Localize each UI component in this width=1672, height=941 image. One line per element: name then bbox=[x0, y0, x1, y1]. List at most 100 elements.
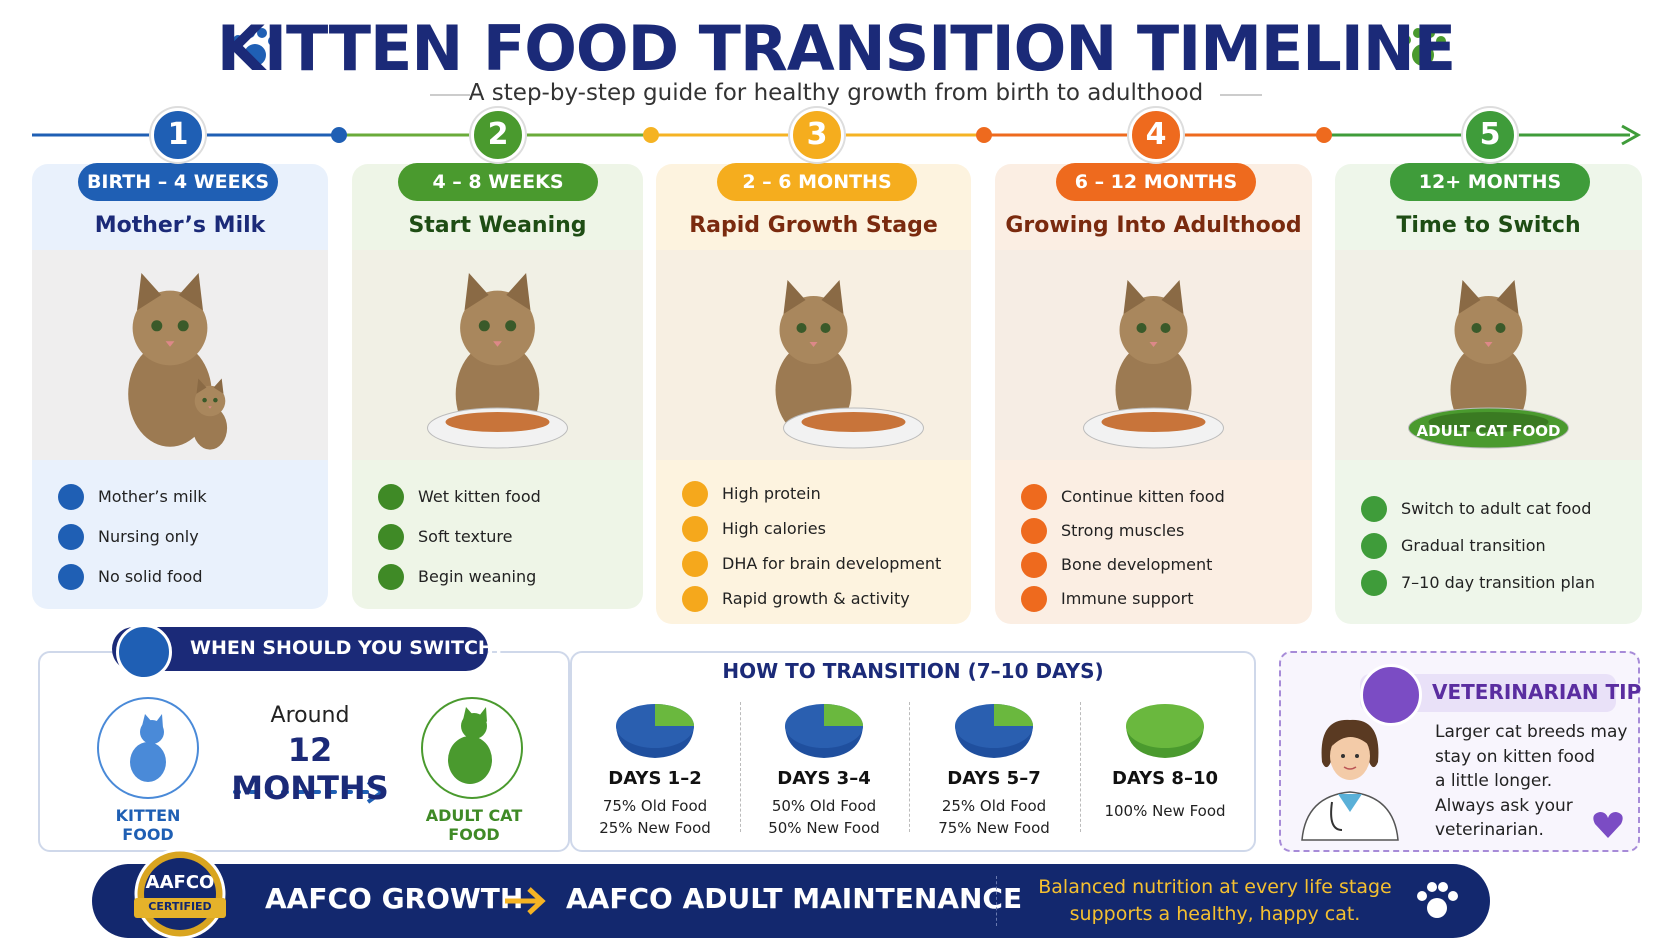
item-text: Gradual transition bbox=[1401, 536, 1546, 555]
item-icon bbox=[1361, 533, 1387, 559]
step-line: 75% New Food bbox=[938, 819, 1050, 837]
footer-divider bbox=[996, 876, 998, 926]
step-divider bbox=[739, 702, 741, 832]
item-text: Rapid growth & activity bbox=[722, 589, 910, 608]
step-line: 100% New Food bbox=[1104, 802, 1226, 820]
stage-photo bbox=[352, 250, 643, 460]
step-divider bbox=[909, 702, 910, 832]
stage-item: Mother’s milk bbox=[58, 484, 207, 510]
stage-item: Bone development bbox=[1021, 552, 1212, 578]
kitten-ears bbox=[1458, 280, 1519, 314]
tip-line: stay on kitten food bbox=[1435, 746, 1596, 767]
title: KITTEN FOOD TRANSITION TIMELINE bbox=[216, 12, 1456, 85]
item-icon bbox=[1021, 586, 1047, 612]
item-text: Switch to adult cat food bbox=[1401, 499, 1592, 518]
badge bbox=[134, 848, 226, 940]
kitten-eye bbox=[505, 320, 517, 332]
kitten-ears bbox=[464, 273, 531, 311]
dot bbox=[331, 127, 347, 143]
step-line: 25% Old Food bbox=[941, 797, 1047, 815]
stage-title: Rapid Growth Stage bbox=[689, 213, 938, 238]
kitten-eye bbox=[1471, 323, 1482, 333]
kitten-eye bbox=[1495, 323, 1506, 333]
arrow-head bbox=[366, 780, 386, 804]
step-days: DAYS 8–10 bbox=[1112, 768, 1218, 789]
stage-title: Start Weaning bbox=[408, 213, 587, 238]
kitten-nose bbox=[1149, 342, 1158, 347]
kitten-eye bbox=[478, 320, 490, 332]
age: 12 MONTHS bbox=[231, 731, 389, 807]
footer-line: Balanced nutrition at every life stage bbox=[1038, 876, 1392, 898]
range-pill: 12+ MONTHS bbox=[1390, 163, 1590, 201]
tip-line: Larger cat breeds may bbox=[1435, 722, 1628, 742]
switch-graphic bbox=[97, 697, 523, 804]
tip-icon bbox=[1360, 664, 1422, 726]
footer-message: Balanced nutrition at every life stage su… bbox=[1010, 874, 1420, 928]
kitten-head bbox=[1454, 296, 1523, 364]
tip-line: Always ask your bbox=[1435, 795, 1573, 816]
item-text: High calories bbox=[722, 519, 826, 538]
kitten-eye bbox=[1136, 323, 1147, 333]
step-line: 75% Old Food bbox=[602, 797, 708, 815]
kitten-eye bbox=[213, 397, 218, 403]
stage-item: High calories bbox=[682, 516, 826, 542]
item-icon bbox=[682, 551, 708, 577]
kitten-eye bbox=[796, 323, 807, 333]
item-text: Soft texture bbox=[418, 527, 513, 546]
stage-title: Mother’s Milk bbox=[94, 213, 266, 238]
kitten-eye bbox=[1160, 323, 1171, 333]
kitten-ears bbox=[783, 280, 844, 314]
step-days: DAYS 5–7 bbox=[947, 768, 1041, 789]
tip-text: Larger cat breeds may stay on kitten food… bbox=[1435, 720, 1627, 843]
item-icon bbox=[378, 484, 404, 510]
stage-photo bbox=[32, 250, 328, 460]
item-icon bbox=[1361, 496, 1387, 522]
dot bbox=[643, 127, 659, 143]
transition-bowl bbox=[955, 704, 1033, 758]
stage-card: 4 – 8 WEEKS Start Weaning bbox=[352, 163, 643, 609]
range-pill: 2 – 6 MONTHS bbox=[717, 163, 917, 201]
badge-bottom: CERTIFIED bbox=[148, 900, 212, 913]
stage-item: 7–10 day transition plan bbox=[1361, 570, 1595, 596]
timeline-arrow bbox=[1621, 124, 1642, 146]
footer-bar bbox=[92, 864, 1490, 938]
range-pill: 6 – 12 MONTHS bbox=[1056, 163, 1256, 201]
stage-title: Time to Switch bbox=[1396, 213, 1581, 238]
item-icon bbox=[378, 524, 404, 550]
kitten-food-label: KITTEN FOOD bbox=[115, 806, 181, 844]
paw-right bbox=[1401, 28, 1446, 66]
paw-left bbox=[233, 28, 278, 66]
step-number: 4 bbox=[1129, 108, 1183, 162]
stage-item: Rapid growth & activity bbox=[682, 586, 910, 612]
stage-item: Gradual transition bbox=[1361, 533, 1546, 559]
transition-bowl bbox=[785, 704, 863, 758]
bowl-top bbox=[1126, 704, 1204, 748]
new-food-portion bbox=[655, 704, 694, 726]
item-icon bbox=[1021, 552, 1047, 578]
item-text: DHA for brain development bbox=[722, 554, 942, 573]
kitten-head bbox=[1119, 296, 1188, 364]
stage-item: Wet kitten food bbox=[378, 484, 541, 510]
badge-top: AAFCO bbox=[145, 872, 215, 893]
food bbox=[1428, 412, 1549, 432]
kitten-nose bbox=[1484, 342, 1493, 347]
tip-heading: VETERINARIAN TIP bbox=[1432, 680, 1642, 704]
kitten-eye bbox=[202, 397, 207, 403]
kitten-ears bbox=[196, 378, 224, 394]
stage-item: Nursing only bbox=[58, 524, 199, 550]
bowl-label: ADULT CAT FOOD bbox=[1416, 422, 1561, 440]
step-line: 50% New Food bbox=[768, 819, 880, 837]
dot bbox=[1316, 127, 1332, 143]
item-text: Continue kitten food bbox=[1061, 487, 1225, 506]
item-text: Strong muscles bbox=[1061, 521, 1185, 540]
stage-item: Soft texture bbox=[378, 524, 512, 550]
stage-photo bbox=[1335, 250, 1642, 460]
item-text: Wet kitten food bbox=[418, 487, 541, 506]
kitten-head bbox=[779, 296, 848, 364]
stage-item: High protein bbox=[682, 481, 821, 507]
item-text: 7–10 day transition plan bbox=[1401, 573, 1595, 592]
stage-item: Continue kitten food bbox=[1021, 484, 1225, 510]
stage-item: Begin weaning bbox=[378, 564, 536, 590]
footer-paw bbox=[1417, 882, 1458, 918]
